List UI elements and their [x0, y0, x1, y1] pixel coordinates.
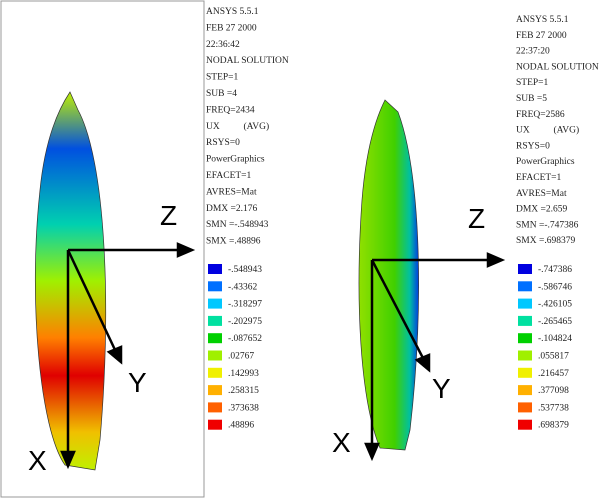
legend-label: -.202975: [228, 317, 262, 327]
legend-label: .142993: [228, 369, 259, 379]
model-right: [359, 100, 419, 450]
legend-label: -.426105: [538, 300, 572, 310]
legend-label: -.747386: [538, 265, 572, 275]
legend-swatch: [518, 281, 532, 291]
page: ANSYS 5.5.1 FEB 27 2000 22:36:42 NODAL SOLU…: [0, 0, 606, 502]
legend-label: -.318297: [228, 300, 262, 310]
axis-label: Z: [160, 200, 177, 231]
legend-swatch: [208, 264, 222, 274]
info-line: ANSYS 5.5.1: [206, 7, 259, 17]
info-line: AVRES=Mat: [206, 187, 257, 197]
info-line: FEB 27 2000: [206, 23, 257, 33]
model-left: [35, 92, 105, 470]
axis-label: Y: [432, 373, 451, 404]
info-line: RSYS=0: [206, 138, 240, 148]
figure: ANSYS 5.5.1 FEB 27 2000 22:36:42 NODAL SOLU…: [0, 0, 606, 502]
legend-swatch: [208, 299, 222, 309]
legend-label: .216457: [538, 369, 569, 379]
legend-label: -.265465: [538, 317, 572, 327]
info-line: PowerGraphics: [206, 155, 265, 165]
legend-label: .537738: [538, 403, 569, 413]
axis-label: Z: [468, 203, 485, 234]
info-line: SMN =-.548943: [206, 220, 269, 230]
legend-swatch: [518, 402, 532, 412]
info-line: RSYS=0: [516, 141, 550, 151]
info-line: 22:37:20: [516, 47, 550, 57]
legend-label: .48896: [228, 421, 254, 431]
info-line: NODAL SOLUTION: [516, 62, 599, 72]
legend-swatch: [518, 316, 532, 326]
legend-label: .055817: [538, 352, 569, 362]
legend-swatch: [518, 385, 532, 395]
info-line: SMX =.698379: [516, 236, 575, 246]
legend-swatch: [208, 368, 222, 378]
info-line: SUB =5: [516, 94, 547, 104]
legend-swatch: [208, 420, 222, 430]
legend-label: -.104824: [538, 334, 572, 344]
legend-swatch: [208, 402, 222, 412]
legend-label: .373638: [228, 403, 259, 413]
legend-label: -.548943: [228, 265, 262, 275]
info-line: ANSYS 5.5.1: [516, 15, 569, 25]
legend-label: -.586746: [538, 282, 572, 292]
legend-label: .02767: [228, 352, 254, 362]
info-line: FREQ=2586: [516, 110, 565, 120]
info-line: SUB =4: [206, 89, 237, 99]
axis-label: Y: [128, 367, 147, 398]
info-line: SMN =-.747386: [516, 220, 579, 230]
legend-swatch: [518, 299, 532, 309]
info-line: SMX =.48896: [206, 237, 261, 247]
legend-swatch: [208, 351, 222, 361]
legend-label: .698379: [538, 421, 569, 431]
legend-swatch: [518, 333, 532, 343]
legend-label: -.087652: [228, 334, 262, 344]
info-line: STEP=1: [206, 73, 239, 83]
legend-label: -.43362: [228, 282, 258, 292]
legend-swatch: [518, 351, 532, 361]
axis-label: X: [28, 445, 47, 476]
legend-swatch: [208, 333, 222, 343]
info-line: UX (AVG): [516, 125, 579, 136]
legend-swatch: [518, 264, 532, 274]
info-line: FREQ=2434: [206, 105, 255, 115]
info-line: EFACET=1: [206, 171, 252, 181]
info-line: AVRES=Mat: [516, 189, 567, 199]
info-line: DMX =2.659: [516, 205, 568, 215]
info-line: EFACET=1: [516, 173, 562, 183]
legend-swatch: [208, 385, 222, 395]
info-line: NODAL SOLUTION: [206, 56, 289, 66]
info-line: STEP=1: [516, 78, 549, 88]
info-line: PowerGraphics: [516, 157, 575, 167]
info-line: DMX =2.176: [206, 204, 258, 214]
info-line: FEB 27 2000: [516, 31, 567, 41]
legend-label: .377098: [538, 386, 569, 396]
info-line: 22:36:42: [206, 40, 240, 50]
legend-swatch: [208, 316, 222, 326]
info-line: UX (AVG): [206, 121, 269, 132]
legend-swatch: [518, 368, 532, 378]
legend-swatch: [518, 420, 532, 430]
legend-swatch: [208, 281, 222, 291]
legend-label: .258315: [228, 386, 259, 396]
axis-label: X: [332, 427, 351, 458]
